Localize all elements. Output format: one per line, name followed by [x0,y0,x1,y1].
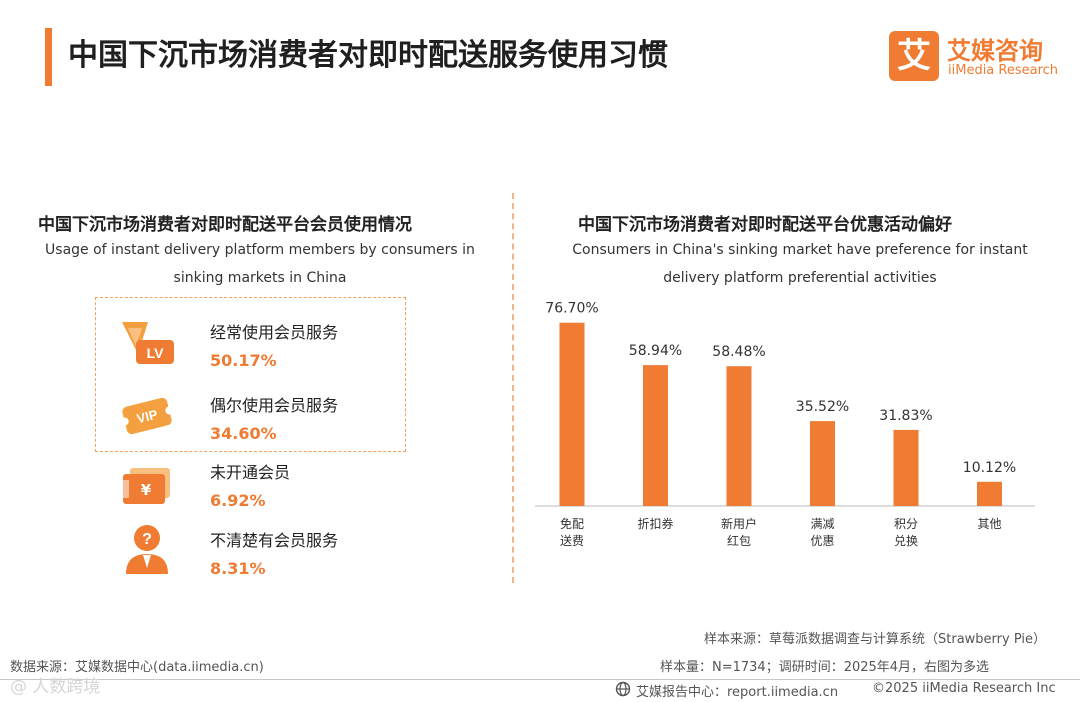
bar-0 [559,322,585,506]
category-label: 送费 [560,533,584,548]
vip-level-icon-text: LV [147,345,165,361]
question-person-icon: ? [126,525,168,574]
vip-level-icon: LV [122,322,174,364]
member-item-percent: 50.17% [210,351,277,370]
bar-value-label: 58.94% [629,343,682,359]
left-subtitle-line1: Usage of instant delivery platform membe… [45,242,475,258]
category-label: 红包 [727,533,751,548]
question-person-icon-text: ? [142,531,152,548]
bar-value-label: 76.70% [545,301,598,317]
bar-value-label: 35.52% [796,399,849,415]
footer-divider [0,679,1080,680]
left-subtitle-line2: sinking markets in China [173,270,347,286]
member-item-percent: 6.92% [210,491,266,510]
member-item-label: 未开通会员 [210,463,291,482]
category-label: 兑换 [894,534,918,548]
highlight-dashed-box [95,297,406,452]
sample-source: 样本来源：草莓派数据调查与计算系统（Strawberry Pie） [704,632,1046,647]
category-label: 积分 [894,517,918,531]
chart-subtitle: Consumers in China's sinking market have… [540,236,1060,292]
logo-chinese-name: 艾媒咨询 [947,37,1043,65]
member-item-label: 偶尔使用会员服务 [210,396,339,415]
yuan-card-icon-text: ¥ [141,481,152,499]
panel-divider [512,193,514,583]
chart-subtitle-line1: Consumers in China's sinking market have… [572,242,1028,258]
copyright: ©2025 iiMedia Research Inc [872,681,1056,696]
bar-2 [726,366,752,506]
category-label: 其他 [977,517,1001,531]
iimedia-logo-icon: 艾 [889,31,939,81]
title-accent-bar [45,28,52,86]
vip-ticket-icon: VIP [120,397,174,435]
left-panel-title: 中国下沉市场消费者对即时配送平台会员使用情况 [38,215,412,235]
category-label: 满减 [810,517,834,531]
bar-value-label: 58.48% [712,344,765,360]
member-item-label: 不清楚有会员服务 [210,531,339,550]
left-panel-subtitle: Usage of instant delivery platform membe… [20,236,500,292]
chart-title: 中国下沉市场消费者对即时配送平台优惠活动偏好 [578,215,952,235]
bar-3 [810,421,835,506]
yuan-card-icon: ¥ [123,468,170,504]
vip-ticket-icon-text: VIP [135,407,159,427]
category-label: 免配 [560,516,584,531]
bar-4 [893,429,919,506]
page-title: 中国下沉市场消费者对即时配送服务使用习惯 [68,38,668,73]
report-center[interactable]: 艾媒报告中心：report.iimedia.cn [636,685,839,700]
bar-value-label: 10.12% [963,460,1016,476]
sample-size: 样本量：N=1734；调研时间：2025年4月，右图为多选 [660,660,990,675]
member-item-percent: 34.60% [210,424,277,443]
data-source: 数据来源：艾媒数据中心(data.iimedia.cn) [10,660,264,675]
member-item-label: 经常使用会员服务 [210,323,339,342]
bar-5 [977,481,1002,506]
category-label: 折扣券 [637,516,673,531]
category-label: 新用户 [721,516,757,531]
bar-value-label: 31.83% [879,408,932,424]
logo-english-name: iiMedia Research [948,63,1059,78]
chart-subtitle-line2: delivery platform preferential activitie… [663,270,937,286]
watermark: @ 人数跨境 [10,677,101,697]
member-item-percent: 8.31% [210,559,266,578]
globe-icon [615,681,631,697]
category-label: 优惠 [810,534,834,548]
bar-1 [643,365,668,506]
